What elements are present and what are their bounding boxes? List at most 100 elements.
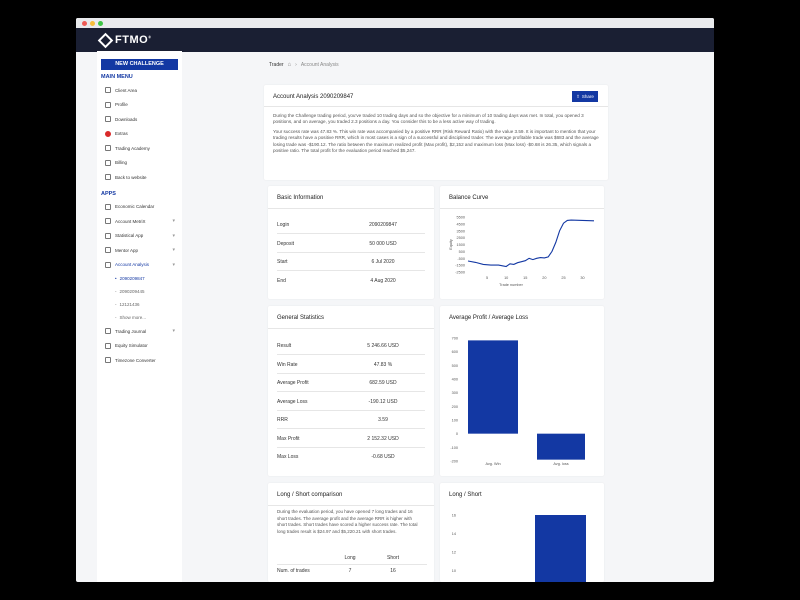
chevron-down-icon[interactable]: ▾ bbox=[172, 247, 175, 254]
bullet-icon: • bbox=[115, 276, 117, 281]
row-label: Average Profit bbox=[277, 380, 309, 386]
sidebar-item[interactable]: Trading Journal ▾ bbox=[101, 324, 178, 339]
divider bbox=[264, 106, 608, 107]
table-row: Deposit 50 000 USD bbox=[277, 241, 417, 247]
sidebar-item[interactable]: Economic Calendar bbox=[101, 200, 178, 215]
minimize-dot-icon[interactable] bbox=[90, 20, 95, 26]
sidebar-item-label: Account MetriX bbox=[115, 218, 146, 224]
share-button[interactable]: ⇧ Share bbox=[572, 91, 598, 102]
sidebar-item[interactable]: Client Area bbox=[101, 83, 178, 98]
x-tick-label: 25 bbox=[561, 276, 565, 280]
y-tick-label: -2500 bbox=[455, 271, 465, 275]
sidebar: NEW CHALLENGE MAIN MENU Client Area Profi… bbox=[97, 51, 182, 582]
summary-paragraph-1: During the Challenge trading period, you… bbox=[273, 113, 584, 125]
divider bbox=[277, 270, 425, 271]
long-short-comparison-card: Long / Short comparison During the evalu… bbox=[268, 483, 434, 582]
sidebar-item[interactable]: Timezone Converter bbox=[101, 353, 178, 368]
y-tick-label: 1500 bbox=[457, 243, 465, 247]
sidebar-item[interactable]: Extras bbox=[101, 127, 178, 142]
sidebar-item[interactable]: Back to website bbox=[101, 170, 178, 185]
divider bbox=[277, 251, 425, 252]
divider bbox=[277, 409, 425, 410]
sidebar-item-label: Statistical App bbox=[115, 233, 144, 239]
sidebar-item-label: Extras bbox=[115, 131, 128, 137]
general-statistics-title: General Statistics bbox=[277, 315, 325, 321]
breadcrumb-root[interactable]: Trader bbox=[269, 62, 284, 68]
analysis-summary: During the Challenge trading period, you… bbox=[273, 113, 601, 157]
row-value: 5 246.66 USD bbox=[367, 343, 399, 349]
row-value: 4 Aug 2020 bbox=[370, 277, 396, 284]
sidebar-item[interactable]: Mentor App ▾ bbox=[101, 243, 178, 258]
header-short: Short bbox=[387, 554, 399, 561]
table-row: Start 6 Jul 2020 bbox=[277, 259, 417, 265]
long-short-table: Long Short Num. of trades 7 16 bbox=[277, 551, 427, 578]
row-label: Deposit bbox=[277, 240, 294, 247]
back-icon bbox=[105, 174, 111, 181]
sidebar-item[interactable]: Statistical App ▾ bbox=[101, 229, 178, 244]
analysis-icon bbox=[105, 261, 111, 268]
metrix-icon bbox=[105, 218, 111, 225]
sidebar-item[interactable]: Trading Academy bbox=[101, 141, 178, 156]
window-chrome bbox=[76, 18, 714, 28]
sidebar-item-label: Profile bbox=[115, 102, 128, 108]
apps-title: APPS bbox=[101, 190, 116, 197]
sidebar-item-label: Downloads bbox=[115, 116, 138, 122]
breadcrumb: Trader ⌂ › Account Analysis bbox=[269, 62, 339, 68]
chevron-down-icon[interactable]: ▾ bbox=[172, 328, 175, 335]
calendar-icon bbox=[105, 203, 111, 210]
bullet-icon: - bbox=[115, 302, 117, 307]
sidebar-sub-item[interactable]: -2090209445 bbox=[101, 285, 178, 298]
x-tick-label: Avg. loss bbox=[553, 462, 568, 466]
table-row: Max Profit 2 152.32 USD bbox=[277, 436, 417, 442]
sidebar-item[interactable]: Equity Simulator bbox=[101, 339, 178, 354]
close-dot-icon[interactable] bbox=[82, 20, 87, 26]
download-icon bbox=[105, 116, 111, 123]
sidebar-item-label: Back to website bbox=[115, 174, 147, 180]
analysis-title: Account Analysis 2090209847 bbox=[273, 94, 354, 100]
chevron-down-icon[interactable]: ▾ bbox=[172, 261, 175, 268]
sidebar-sub-item[interactable]: -12121436 bbox=[101, 298, 178, 311]
table-row: Average Profit 682.59 USD bbox=[277, 380, 417, 386]
sidebar-item-label: Timezone Converter bbox=[115, 357, 156, 363]
row-label: Num. of trades bbox=[277, 568, 310, 574]
sidebar-item[interactable]: Account MetriX ▾ bbox=[101, 214, 178, 229]
extras-icon bbox=[105, 130, 111, 137]
sidebar-sub-item[interactable]: - Show more... bbox=[101, 311, 178, 324]
chevron-down-icon[interactable]: ▾ bbox=[172, 218, 175, 225]
sidebar-item-label: Client Area bbox=[115, 87, 138, 93]
sidebar-item[interactable]: Billing bbox=[101, 156, 178, 171]
x-tick-label: 20 bbox=[542, 276, 546, 280]
y-tick-label: 12 bbox=[452, 551, 456, 555]
divider bbox=[277, 233, 425, 234]
divider bbox=[277, 446, 425, 447]
sidebar-sub-item[interactable]: • 2090209847 bbox=[101, 272, 178, 285]
long-short-comparison-title: Long / Short comparison bbox=[277, 492, 343, 498]
mentor-icon bbox=[105, 247, 111, 254]
ftmo-logo-icon[interactable] bbox=[97, 32, 114, 48]
x-tick-label: 10 bbox=[504, 276, 508, 280]
balance-curve-title: Balance Curve bbox=[449, 195, 489, 201]
y-tick-label: 400 bbox=[452, 378, 458, 382]
sidebar-item[interactable]: Downloads bbox=[101, 112, 178, 127]
row-label: Average Loss bbox=[277, 398, 308, 405]
maximize-dot-icon[interactable] bbox=[98, 20, 103, 26]
main-menu-title: MAIN MENU bbox=[101, 74, 133, 80]
row-label: Max Loss bbox=[277, 454, 299, 460]
bar-avg-win bbox=[468, 340, 518, 434]
app-logo[interactable]: FTMO® bbox=[115, 34, 152, 46]
y-tick-label: -1500 bbox=[455, 264, 465, 268]
home-icon[interactable]: ⌂ bbox=[287, 62, 292, 68]
sidebar-item[interactable]: Account Analysis ▾ bbox=[101, 258, 178, 273]
bullet-icon: - bbox=[115, 289, 117, 294]
sidebar-item[interactable]: Profile bbox=[101, 98, 178, 113]
new-challenge-button[interactable]: NEW CHALLENGE bbox=[101, 59, 178, 70]
row-value: 6 Jul 2020 bbox=[371, 259, 395, 265]
x-tick-label: Avg. Win bbox=[485, 462, 500, 466]
divider bbox=[268, 505, 434, 506]
chevron-down-icon[interactable]: ▾ bbox=[172, 232, 175, 239]
stats-icon bbox=[105, 232, 111, 239]
breadcrumb-current: Account Analysis bbox=[300, 62, 339, 68]
sidebar-item-label: Economic Calendar bbox=[115, 204, 155, 210]
long-short-chart-card: Long / Short 16 14 12 10 bbox=[440, 483, 604, 582]
bar-avg-loss bbox=[537, 433, 585, 460]
